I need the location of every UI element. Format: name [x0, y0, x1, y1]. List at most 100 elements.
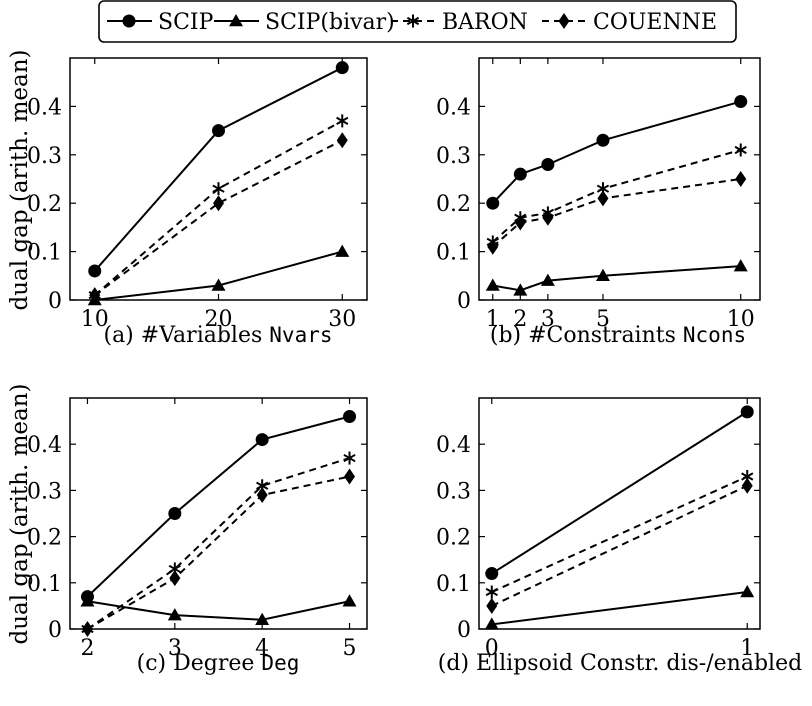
series-line — [491, 591, 748, 626]
legend: SCIP SCIP(bivar) BARON COUENNE — [98, 0, 737, 43]
caption-code: Ncons — [683, 323, 746, 347]
data-point — [740, 585, 755, 598]
data-point — [167, 608, 182, 621]
x-tick-label: 20 — [205, 307, 233, 332]
data-point — [335, 244, 350, 257]
caption-text: (d) Ellipsoid Constr. dis-/enabled — [438, 651, 802, 676]
y-tick-label: 0.1 — [436, 572, 471, 597]
data-point — [596, 133, 610, 147]
series-scip — [485, 405, 754, 581]
x-tick-label: 2 — [513, 307, 527, 332]
panel-caption: (a) #Variables Nvars — [103, 323, 332, 348]
data-point — [256, 487, 268, 504]
data-point — [81, 621, 93, 637]
data-point — [486, 597, 498, 614]
series-line — [492, 178, 741, 248]
y-tick-label: 0.3 — [27, 479, 62, 504]
x-tick-label: 10 — [727, 307, 755, 332]
y-tick-label: 0.3 — [436, 479, 471, 504]
y-tick-label: 0.1 — [436, 241, 471, 266]
series-line — [491, 475, 748, 593]
series-scip-bivar- — [485, 259, 748, 296]
y-tick-label: 0 — [457, 289, 471, 314]
data-point — [485, 585, 498, 599]
data-point — [542, 209, 554, 226]
caption-code: Deg — [261, 651, 299, 675]
y-tick-label: 0 — [457, 618, 471, 643]
data-point — [485, 278, 500, 291]
x-tick-label: 1 — [486, 307, 500, 332]
caption-text: (b) #Constraints — [490, 323, 683, 348]
plot-frame — [69, 397, 368, 630]
series-scip — [88, 61, 349, 278]
legend-label-4: COUENNE — [593, 10, 717, 35]
data-point — [344, 468, 356, 485]
data-point — [342, 594, 357, 607]
series-line — [491, 484, 748, 607]
data-point — [80, 594, 95, 607]
legend-marker-3 — [406, 14, 420, 28]
series-baron — [485, 470, 754, 599]
data-point — [212, 182, 225, 196]
y-axis-label: dual gap (arith. mean) — [7, 49, 33, 310]
data-point — [343, 409, 357, 423]
series-line — [94, 139, 343, 296]
data-point — [513, 283, 528, 296]
data-point — [336, 132, 348, 149]
data-point — [343, 451, 356, 465]
series-scip — [80, 409, 357, 604]
data-point — [540, 273, 555, 286]
x-tick-label: 0 — [485, 636, 499, 661]
y-tick-label: 0.3 — [27, 144, 62, 169]
y-tick-label: 0.4 — [27, 95, 62, 120]
y-tick-label: 0.2 — [436, 192, 471, 217]
y-tick-label: 0.2 — [27, 526, 62, 551]
data-point — [541, 157, 555, 171]
x-tick-label: 30 — [328, 307, 356, 332]
legend-marker-1 — [122, 14, 136, 28]
legend-label-3: BARON — [442, 10, 528, 35]
data-point — [484, 617, 499, 630]
data-point — [212, 124, 225, 138]
panel-3: 0 0.1 0.2 0.3 0.4 2 3 4 5 dual gap (arith. mean) (… — [7, 383, 368, 676]
plot-frame — [478, 397, 761, 630]
y-tick-label: 0.4 — [436, 433, 471, 458]
data-point — [734, 95, 748, 109]
series-line — [86, 415, 350, 598]
series-line — [94, 250, 343, 301]
x-tick-label: 4 — [255, 636, 269, 661]
data-point — [513, 167, 527, 181]
y-axis-label: dual gap (arith. mean) — [7, 383, 33, 644]
plot-frame — [478, 57, 761, 301]
series-couenne — [89, 132, 348, 304]
data-point — [741, 477, 753, 494]
data-point — [336, 114, 349, 128]
series-line — [491, 411, 748, 575]
y-tick-label: 0.2 — [27, 192, 62, 217]
series-scip-bivar- — [484, 585, 755, 630]
panel-4: 0 0.1 0.2 0.3 0.4 0 1(d) Ellipsoid Constr. dis… — [436, 397, 802, 676]
data-point — [89, 287, 101, 304]
caption-text: (c) Degree — [137, 651, 262, 676]
x-tick-label: 2 — [80, 636, 94, 661]
data-point — [211, 278, 226, 291]
panel-1: 0 0.1 0.2 0.3 0.4 10 20 30 dual gap (arith. mean… — [7, 49, 368, 348]
y-tick-label: 0.3 — [436, 144, 471, 169]
series-line — [87, 600, 350, 621]
x-tick-label: 5 — [343, 636, 357, 661]
x-tick-label: 3 — [541, 307, 555, 332]
data-point — [169, 570, 181, 587]
series-couenne — [81, 468, 356, 637]
series-line — [492, 100, 741, 204]
series-line — [94, 120, 343, 296]
data-point — [595, 268, 610, 282]
data-point — [88, 264, 102, 278]
series-scip-bivar- — [80, 594, 357, 626]
data-point — [597, 190, 609, 207]
y-tick-label: 0.2 — [436, 526, 471, 551]
x-tick-label: 10 — [81, 307, 109, 332]
series-couenne — [486, 477, 753, 614]
y-tick-label: 0.4 — [27, 433, 62, 458]
